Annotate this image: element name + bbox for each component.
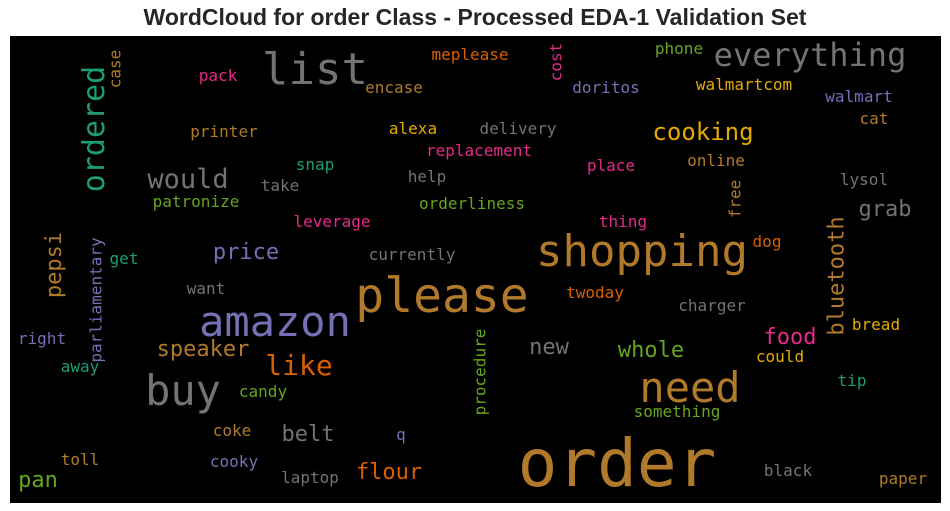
- word-want: want: [186, 279, 226, 298]
- word-patronize: patronize: [152, 192, 240, 211]
- word-bread: bread: [851, 315, 901, 334]
- word-grab: grab: [858, 197, 912, 222]
- word-something: something: [633, 402, 721, 421]
- word-cooky: cooky: [209, 452, 259, 471]
- word-dog: dog: [752, 232, 782, 251]
- word-place: place: [586, 156, 636, 175]
- word-free: free: [725, 179, 744, 219]
- word-right: right: [17, 329, 67, 348]
- word-q: q: [396, 425, 406, 444]
- word-bluetooth: bluetooth: [825, 216, 850, 336]
- word-shopping: shopping: [536, 226, 748, 277]
- word-could: could: [755, 347, 805, 366]
- word-snap: snap: [295, 155, 335, 174]
- word-lysol: lysol: [839, 170, 889, 189]
- wordcloud-canvas: order please shopping amazon need buy list ever…: [10, 36, 941, 503]
- word-help: help: [407, 167, 447, 186]
- word-please: please: [355, 268, 529, 324]
- word-orderliness: orderliness: [419, 194, 525, 213]
- chart-title: WordCloud for order Class - Processed ED…: [143, 4, 807, 30]
- word-replacement: replacement: [426, 141, 532, 160]
- word-flour: flour: [355, 460, 423, 485]
- word-like: like: [265, 349, 333, 382]
- word-phone: phone: [654, 39, 704, 58]
- word-buy: buy: [145, 366, 221, 415]
- word-delivery: delivery: [479, 119, 557, 138]
- word-walmartcom: walmartcom: [695, 75, 793, 94]
- word-need: need: [639, 363, 741, 412]
- word-would: would: [147, 163, 229, 195]
- word-whole: whole: [617, 338, 685, 363]
- word-cat: cat: [859, 109, 889, 128]
- word-doritos: doritos: [572, 78, 640, 97]
- word-new: new: [529, 335, 569, 360]
- word-laptop: laptop: [281, 468, 339, 487]
- word-online: online: [687, 151, 745, 170]
- word-encase: encase: [365, 78, 423, 97]
- word-leverage: leverage: [293, 212, 371, 231]
- word-candy: candy: [238, 382, 288, 401]
- word-currently: currently: [368, 245, 456, 264]
- word-price: price: [212, 240, 280, 265]
- word-pan: pan: [18, 468, 58, 493]
- word-charger: charger: [678, 296, 746, 315]
- word-paper: paper: [878, 469, 928, 488]
- word-twoday: twoday: [566, 283, 624, 302]
- word-cooking: cooking: [652, 118, 754, 146]
- word-away: away: [60, 357, 100, 376]
- word-belt: belt: [281, 422, 335, 447]
- word-cost: cost: [546, 42, 565, 82]
- word-procedure: procedure: [469, 328, 489, 416]
- word-everything: everything: [713, 36, 907, 74]
- word-amazon: amazon: [199, 297, 351, 346]
- word-meplease: meplease: [431, 45, 509, 64]
- word-get: get: [109, 249, 139, 268]
- word-order: order: [517, 425, 717, 502]
- word-pack: pack: [198, 66, 238, 85]
- word-speaker: speaker: [156, 337, 250, 362]
- word-take: take: [260, 176, 300, 195]
- word-food: food: [763, 325, 817, 350]
- word-case: case: [105, 49, 124, 89]
- word-alexa: alexa: [388, 119, 438, 138]
- word-black: black: [763, 461, 813, 480]
- word-pepsi: pepsi: [41, 231, 67, 299]
- word-parliamentary: parliamentary: [86, 237, 106, 363]
- word-printer: printer: [190, 122, 258, 141]
- word-toll: toll: [60, 450, 100, 469]
- word-coke: coke: [212, 421, 252, 440]
- word-walmart: walmart: [825, 87, 893, 106]
- word-tip: tip: [837, 371, 867, 390]
- word-list: list: [262, 44, 368, 95]
- word-thing: thing: [598, 212, 648, 231]
